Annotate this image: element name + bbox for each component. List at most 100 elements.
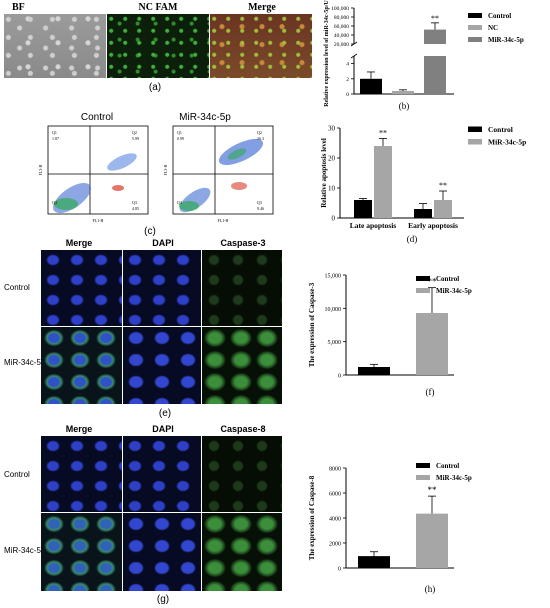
y-tick-label: 4: [346, 62, 349, 68]
flow1-q3-val: 4.85: [132, 206, 139, 211]
merge-image: [210, 14, 312, 78]
y-tick-label: 80,000: [334, 15, 349, 21]
y-tick-label: 2: [346, 77, 349, 83]
y-tick-label: 100,000: [331, 6, 349, 12]
flow-plots: Q1 1.87 Q2 5.99 Q3 4.85 Q4 FL1-H FL3-H Q…: [38, 125, 274, 223]
y-tick-label: 0: [338, 374, 341, 380]
legend-swatch: [468, 25, 482, 30]
legend-swatch: [416, 276, 430, 281]
caption-a: (a): [148, 82, 162, 93]
bar-control: [354, 200, 372, 218]
y-tick-label: 5,000: [328, 340, 342, 346]
legend-swatch: [416, 463, 430, 468]
chart-f: 0 5,000 10,000 15,000 ** The expression of Ca…: [308, 274, 472, 398]
flow2-yaxis: FL3-H: [163, 164, 168, 175]
bar-mir-34c-5p: [416, 313, 448, 375]
caption: (b): [399, 101, 410, 111]
flow1-q1: Q1: [52, 130, 57, 135]
flow1-q3: Q3: [132, 200, 137, 205]
y-tick-label: 40,000: [334, 33, 349, 39]
y-tick-label: 0: [346, 92, 349, 98]
header-bf: BF: [12, 2, 25, 13]
bar-mir-34c-5p: [374, 146, 392, 218]
y-tick-label: 10,000: [325, 307, 342, 313]
legend-swatch: [468, 126, 482, 132]
flow2-q1-val: 0.99: [177, 136, 184, 141]
y-tick-label: 20,000: [334, 42, 349, 48]
legend-swatch: [416, 475, 430, 480]
bar-control: [360, 78, 382, 94]
y-tick-label: 8000: [329, 467, 341, 473]
y-tick-label: 20: [328, 155, 336, 163]
legend-label: MiR-34c-5p: [488, 138, 526, 147]
x-tick-label: Late apoptosis: [350, 221, 397, 230]
g-header-dapi: DAPI: [152, 424, 174, 434]
header-nc-fam: NC FAM: [138, 2, 178, 13]
y-tick-label: 6000: [329, 492, 341, 498]
y-tick-label: 60,000: [334, 24, 349, 30]
bar-nc: [392, 90, 414, 94]
e-mir-caspase3: [202, 327, 282, 404]
legend-swatch: [468, 37, 482, 42]
e-control-merge: [41, 250, 122, 326]
significance-marker: **: [428, 277, 438, 287]
g-header-merge: Merge: [65, 424, 93, 434]
g-header-caspase8: Caspase-8: [220, 424, 266, 434]
y-tick-label: 0: [332, 215, 336, 223]
flow1-xaxis: FL1-H: [93, 218, 104, 223]
y-tick-label: 10: [328, 185, 336, 193]
flow1-q2: Q2: [132, 130, 137, 135]
chart-h: 0 2000 4000 6000 8000 ** The expression of Cas…: [308, 462, 472, 594]
g-row-control: Control: [4, 470, 30, 479]
y-axis-title: Relative apoptosis level: [320, 138, 328, 208]
chart-b: 20,000 40,000 60,000 80,000 100,000 0 2 4 ** Rela…: [324, 0, 524, 111]
y-axis-title: Relative expression level of miR-34c-5p/…: [324, 0, 330, 107]
nc-fam-image: [107, 14, 209, 78]
flow-title-mir: MiR-34c-5p: [179, 112, 231, 123]
y-tick-label: 0: [338, 567, 341, 573]
flow2-q3-val: 9.46: [257, 206, 264, 211]
significance-marker: **: [428, 485, 438, 495]
flow1-q4: Q4: [52, 200, 57, 205]
y-tick-label: 4000: [329, 517, 341, 523]
legend-swatch: [468, 139, 482, 145]
flow2-q2-val: 26.3: [257, 136, 264, 141]
bar-control: [414, 209, 432, 218]
e-control-dapi: [123, 250, 201, 326]
significance-marker: **: [439, 181, 447, 190]
e-header-merge: Merge: [65, 238, 93, 248]
caption: (f): [426, 387, 435, 397]
significance-marker: **: [379, 129, 387, 138]
e-row-control: Control: [4, 283, 30, 292]
legend-swatch: [416, 288, 430, 293]
flow2-q1: Q1: [177, 130, 182, 135]
x-tick-label: Early apoptosis: [408, 221, 458, 230]
flow-plot-mir: Q1 0.99 Q2 26.3 Q3 9.46 Q4 FL1-H FL3-H: [163, 125, 274, 223]
bf-image: [4, 14, 106, 78]
bar-mir-34c-5p: [424, 56, 446, 94]
bar-mir-34c-5p: [416, 513, 448, 568]
caption: (d): [407, 234, 418, 244]
g-control-caspase8: [202, 436, 282, 512]
y-tick-label: 15,000: [325, 274, 342, 280]
legend-label: Control: [436, 462, 459, 470]
g-mir-caspase8: [202, 513, 282, 591]
bar-control: [358, 367, 390, 375]
legend-label: MiR-34c-5p: [436, 474, 472, 482]
y-tick-label: 2000: [329, 542, 341, 548]
e-control-caspase3: [202, 250, 282, 326]
e-mir-merge: [41, 327, 122, 404]
chart-d: 0 10 20 30 ** Late apoptosis ** Early apoptosis…: [320, 125, 526, 245]
flow2-q4: Q4: [177, 200, 182, 205]
flow-plot-control: Q1 1.87 Q2 5.99 Q3 4.85 Q4 FL1-H FL3-H: [38, 125, 149, 223]
g-mir-dapi: [123, 513, 201, 591]
flow2-xaxis: FL1-H: [218, 218, 229, 223]
legend-label: Control: [488, 125, 513, 134]
legend-label: MiR-34c-5p: [436, 287, 472, 295]
g-row-mir: MiR-34c-5p: [4, 546, 46, 555]
g-mir-merge: [41, 513, 122, 591]
legend-label: Control: [436, 275, 459, 283]
y-tick-label: 30: [328, 125, 336, 133]
e-header-caspase3: Caspase-3: [220, 238, 266, 248]
bar-mir-34c-5p: [434, 200, 452, 218]
